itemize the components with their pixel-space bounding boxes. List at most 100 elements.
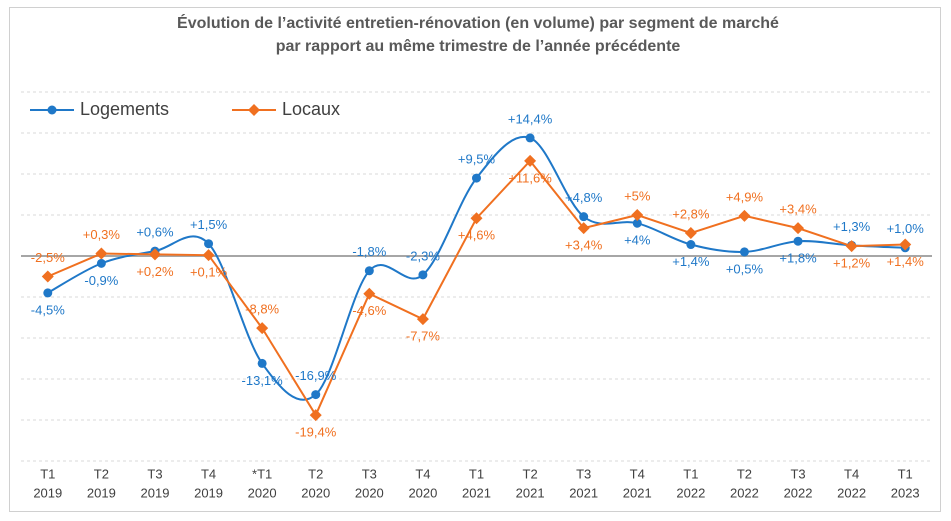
data-point [579,212,589,222]
x-tick-label: T4 [844,466,859,481]
x-tick-label: T4 [201,466,216,481]
legend-label: Logements [80,99,169,119]
data-label: +1,0% [887,221,925,236]
x-tick-label: 2019 [141,485,170,500]
data-label: +1,4% [672,254,710,269]
x-tick-label: 2020 [355,485,384,500]
data-point [470,212,483,225]
legend-marker [47,105,57,115]
data-label: +1,8% [779,251,817,266]
data-label: -16,9% [295,368,337,383]
chart-title: Évolution de l’activité entretien-rénova… [177,13,779,32]
data-label: -13,1% [242,373,284,388]
data-point [845,240,858,253]
data-point [793,236,803,246]
data-point [202,249,215,262]
data-point [41,270,54,283]
data-label: -0,9% [84,273,118,288]
legend-marker [248,104,260,116]
data-point [738,209,751,222]
data-point [148,248,161,261]
data-label: +4,6% [458,228,496,243]
x-tick-label: T2 [94,466,109,481]
x-tick-label: T4 [630,466,645,481]
data-label: -8,8% [245,302,279,317]
x-tick-label: T1 [683,466,698,481]
data-point [472,173,481,183]
x-tick-label: 2020 [248,485,277,500]
data-point [96,258,106,268]
data-label: +5% [624,188,651,203]
data-label: +0,1% [190,265,228,280]
x-tick-label: T4 [415,466,430,481]
data-label: +9,5% [458,152,496,167]
data-label: +0,6% [136,225,174,240]
x-tick-label: 2022 [837,485,866,500]
x-tick-label: 2021 [569,485,598,500]
data-point [204,239,214,249]
data-point [577,222,590,235]
x-tick-label: T2 [523,466,538,481]
x-tick-label: 2021 [462,485,491,500]
data-point [257,358,267,368]
data-point [95,247,108,260]
x-tick-label: *T1 [252,466,272,481]
x-tick-label: T3 [362,466,377,481]
data-label: +1,3% [833,219,871,234]
data-label: +1,4% [887,254,925,269]
data-label: -7,7% [406,329,440,344]
x-tick-label: 2019 [33,485,62,500]
x-tick-label: 2022 [676,485,705,500]
data-point [525,133,535,143]
data-label: +0,3% [83,227,121,242]
data-point [684,227,697,240]
chart-title: par rapport au même trimestre de l’année… [276,38,681,55]
data-point [364,266,374,276]
data-label: -2,3% [406,248,440,263]
data-label: -4,6% [352,303,386,318]
x-tick-label: T1 [40,466,55,481]
data-label: +4,8% [565,190,603,205]
data-point [524,154,537,167]
data-point [311,390,321,400]
x-tick-label: T1 [898,466,913,481]
data-label: +1,2% [833,256,871,271]
x-tick-label: 2020 [301,485,330,500]
x-tick-label: 2023 [891,485,920,500]
data-label: -4,5% [31,302,65,317]
data-point [899,238,912,251]
data-label: +3,4% [565,238,603,253]
x-tick-label: 2021 [516,485,545,500]
data-label: -19,4% [295,425,337,440]
data-point [686,240,696,250]
data-point [416,313,429,326]
x-tick-label: T3 [790,466,805,481]
data-point [739,247,749,257]
data-point [631,209,644,221]
data-label: +2,8% [672,206,710,221]
x-tick-label: 2022 [784,485,813,500]
data-point [256,322,269,335]
x-tick-label: T1 [469,466,484,481]
x-tick-label: 2022 [730,485,759,500]
data-label: +14,4% [508,111,553,126]
data-label: +3,4% [779,202,817,217]
x-tick-label: 2020 [408,485,437,500]
x-tick-label: 2019 [87,485,116,500]
data-point [363,287,376,300]
data-label: -2,5% [31,250,65,265]
data-label: +4% [624,233,651,248]
data-label: +1,5% [190,217,228,232]
data-label: +4,9% [726,189,764,204]
data-label: +0,2% [136,264,174,279]
data-point [792,222,805,235]
data-point [632,218,642,228]
x-tick-label: 2019 [194,485,223,500]
legend-label: Locaux [282,99,340,119]
x-tick-label: 2021 [623,485,652,500]
x-tick-label: T2 [308,466,323,481]
data-point [43,288,53,298]
data-point [309,409,322,422]
x-tick-label: T3 [147,466,162,481]
